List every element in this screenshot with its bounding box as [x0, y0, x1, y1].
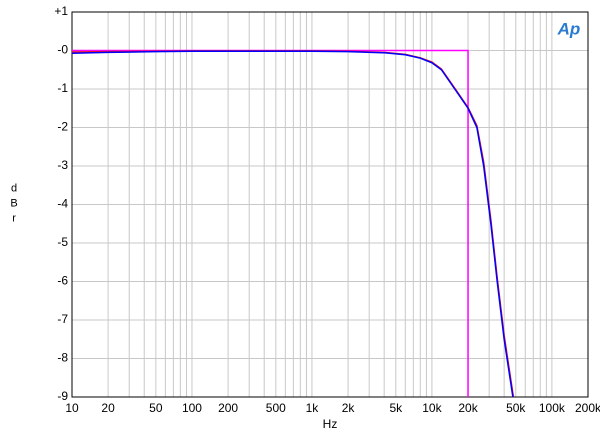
- x-tick-label: 5k: [389, 401, 403, 415]
- y-tick-label: -5: [57, 235, 68, 249]
- y-tick-label: -1: [57, 81, 68, 95]
- x-tick-label: 20: [101, 401, 115, 415]
- series-line: [71, 50, 514, 398]
- x-tick-label: 20k: [458, 401, 478, 415]
- y-tick-label: -2: [57, 120, 68, 134]
- x-tick-label: 1k: [306, 401, 320, 415]
- x-tick-label: 100k: [539, 401, 566, 415]
- x-tick-label: 10: [65, 401, 79, 415]
- x-tick-label: 50: [149, 401, 163, 415]
- x-tick-label: 50k: [506, 401, 526, 415]
- y-tick-label: -8: [57, 351, 68, 365]
- x-tick-label: 500: [266, 401, 286, 415]
- x-tick-label: 10k: [422, 401, 442, 415]
- y-tick-label: +1: [54, 4, 68, 18]
- x-tick-label: 2k: [342, 401, 356, 415]
- y-tick-label: -4: [57, 197, 68, 211]
- y-axis-label: dBr: [8, 183, 20, 228]
- x-axis-label: Hz: [323, 417, 338, 431]
- series-line: [72, 49, 469, 397]
- y-tick-label: -0: [57, 43, 68, 57]
- y-tick-label: -7: [57, 312, 68, 326]
- y-tick-label: -3: [57, 158, 68, 172]
- plot-frame: [71, 11, 589, 398]
- series-line: [71, 50, 515, 398]
- x-tick-label: 200: [218, 401, 238, 415]
- logo: Ap: [557, 19, 581, 38]
- y-tick-label: -6: [57, 274, 68, 288]
- x-tick-label: 200k: [575, 401, 600, 415]
- x-tick-label: 100: [182, 401, 202, 415]
- y-tick-label: -9: [57, 389, 68, 403]
